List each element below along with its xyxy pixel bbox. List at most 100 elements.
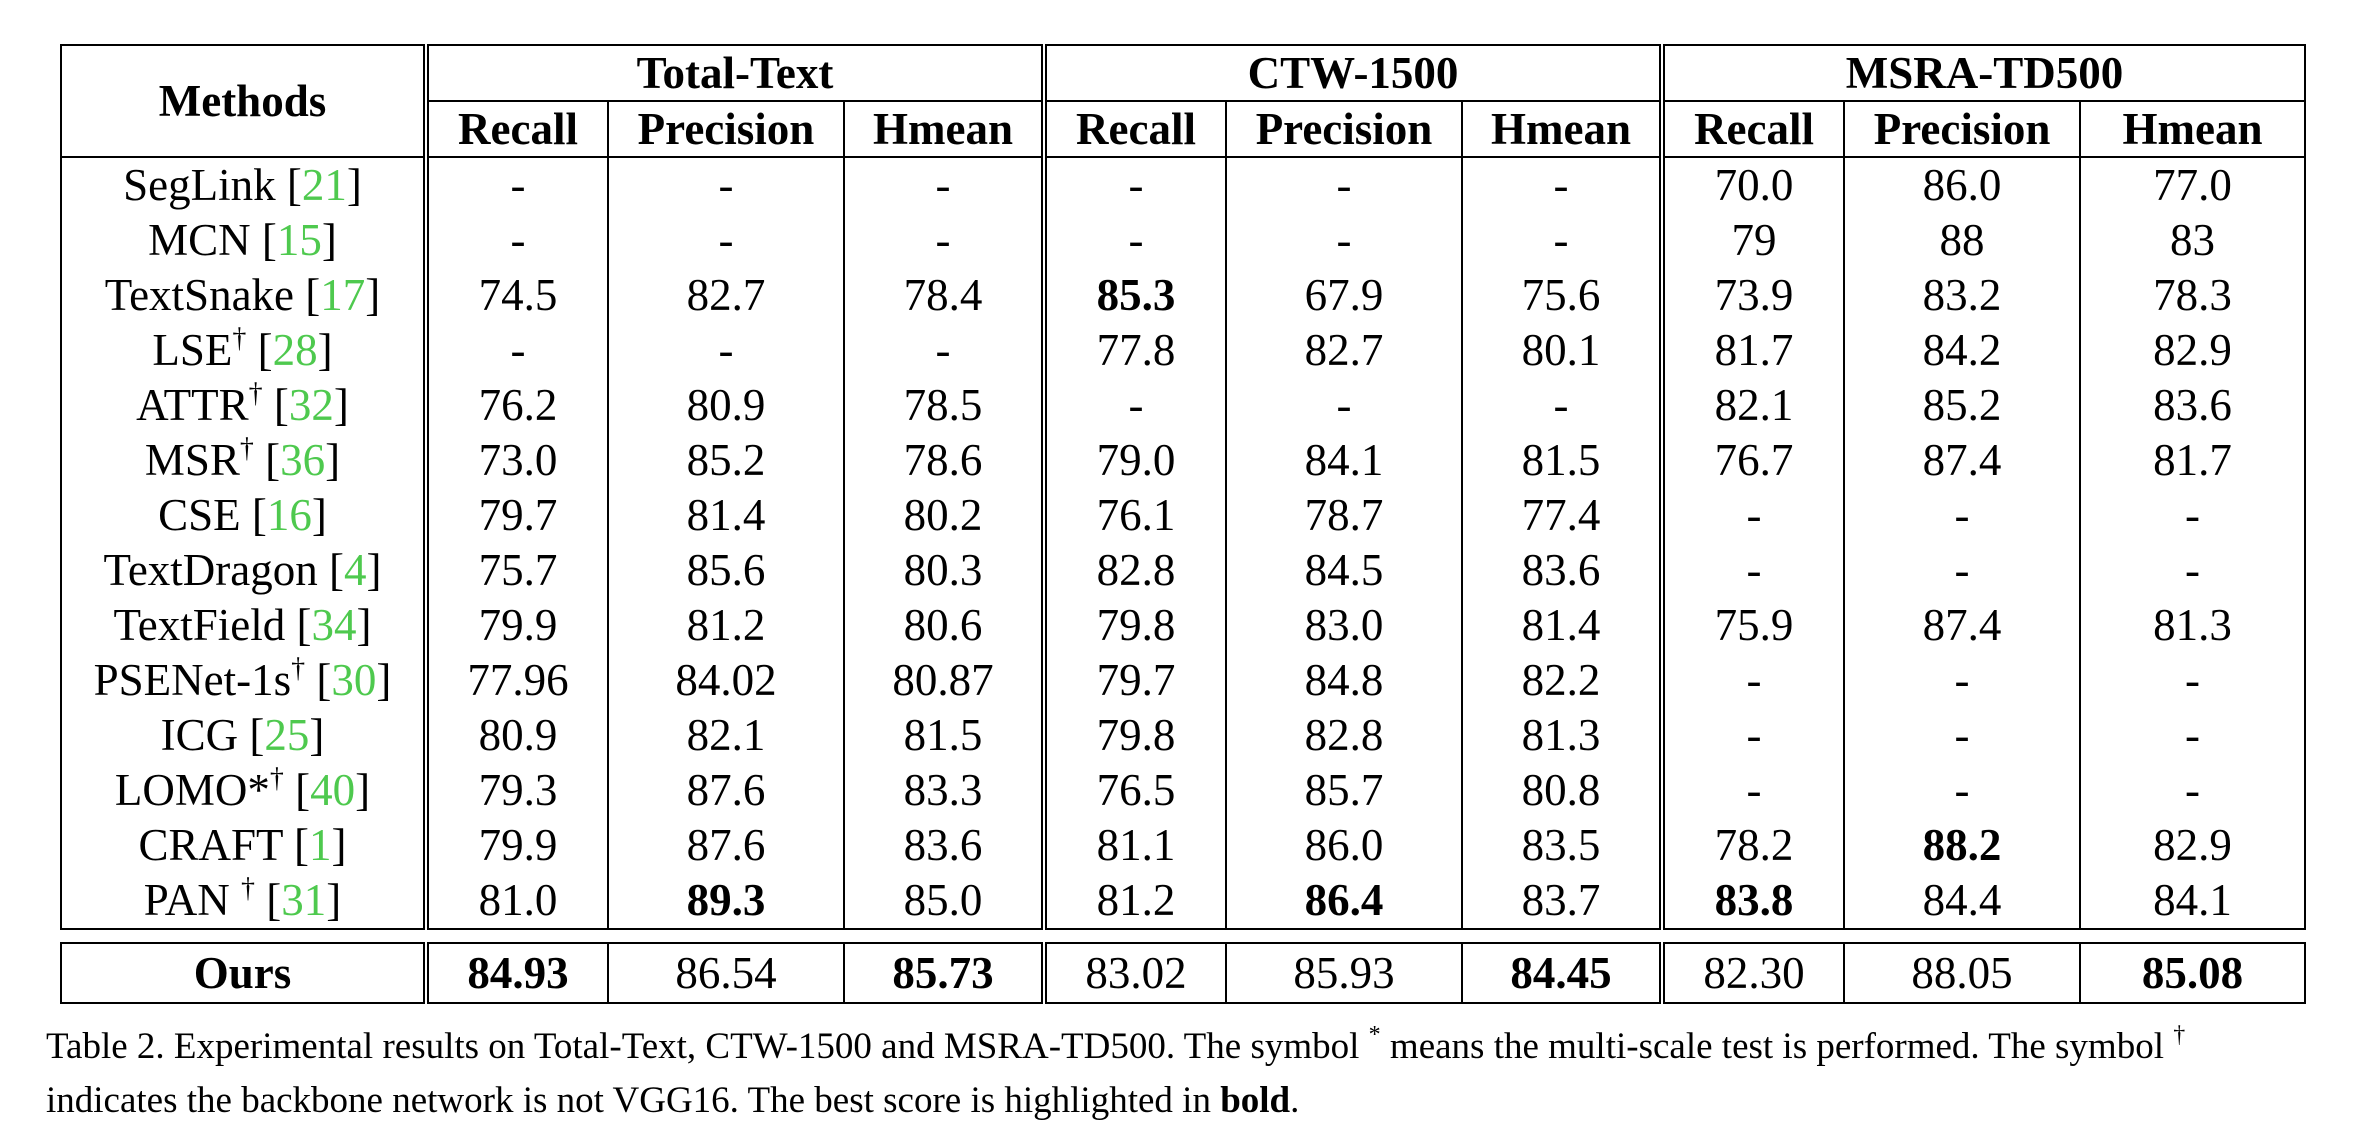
table-row: ATTR† [32] 76.2 80.9 78.5- - -82.1 85.2 83.6 (60, 378, 2307, 433)
citation-link[interactable]: 21 (301, 160, 347, 210)
citation-link[interactable]: 34 (311, 600, 357, 650)
value-cell: 81.4 (1461, 598, 1663, 653)
value-cell: 80.3 (842, 543, 1045, 598)
dagger-mark: † (240, 873, 255, 904)
value-cell: 84.93 (423, 942, 608, 1004)
value-cell: - (2079, 708, 2307, 763)
citation-link[interactable]: 28 (272, 325, 318, 375)
value-cell: 88.05 (1843, 942, 2081, 1004)
value-cell: - (842, 323, 1045, 378)
value-cell: 83.6 (2079, 378, 2307, 433)
value-cell: 82.7 (607, 268, 844, 323)
method-cell: LSE† [28] (60, 323, 426, 378)
value-cell: 83.3 (842, 763, 1045, 818)
value-cell: 82.1 (1659, 378, 1845, 433)
value-cell: 84.1 (1225, 433, 1463, 488)
value-cell: - (1225, 378, 1463, 433)
value-cell: - (1225, 157, 1463, 213)
value-cell: 81.3 (2079, 598, 2307, 653)
value-cell: 82.1 (607, 708, 844, 763)
value-cell: 85.2 (607, 433, 844, 488)
value-cell: 87.4 (1843, 433, 2081, 488)
value-cell: 79.9 (423, 818, 608, 873)
citation-link[interactable]: 25 (264, 710, 310, 760)
value-cell: 82.9 (2079, 323, 2307, 378)
citation-link[interactable]: 36 (280, 435, 326, 485)
value-cell: 88 (1843, 213, 2081, 268)
value-cell: 80.87 (842, 653, 1045, 708)
value-cell: 83.8 (1659, 873, 1845, 930)
group-header-ctw-1500: CTW-1500 (1041, 44, 1663, 102)
citation-link[interactable]: 17 (320, 270, 366, 320)
metric-header: Recall (1659, 101, 1845, 158)
citation-link[interactable]: 16 (266, 490, 312, 540)
methods-header: Methods (60, 44, 426, 158)
method-cell: CSE [16] (60, 488, 426, 543)
value-cell: 85.6 (607, 543, 844, 598)
value-cell: 67.9 (1225, 268, 1463, 323)
value-cell: 86.0 (1225, 818, 1463, 873)
value-cell: 79.3 (423, 763, 608, 818)
value-cell: - (2079, 488, 2307, 543)
value-cell: 87.6 (607, 818, 844, 873)
value-cell: - (1461, 378, 1663, 433)
value-cell: 79.7 (423, 488, 608, 543)
value-cell: 84.02 (607, 653, 844, 708)
citation-link[interactable]: 15 (276, 215, 322, 265)
value-cell: 78.5 (842, 378, 1045, 433)
table-row: TextSnake [17] 74.5 82.7 78.4 85.3 67.9 75.6 73… (60, 268, 2307, 323)
table-row: PSENet-1s† [30] 77.96 84.02 80.87 79.7 84.8 82… (60, 653, 2307, 708)
value-cell: - (1843, 543, 2081, 598)
caption-text: means the multi-scale test is performed.… (1380, 1026, 2174, 1067)
value-cell: 81.2 (1041, 873, 1227, 930)
citation-link[interactable]: 32 (288, 380, 334, 430)
value-cell: 80.2 (842, 488, 1045, 543)
value-cell: 76.5 (1041, 763, 1227, 818)
value-cell: - (2079, 653, 2307, 708)
caption-text: Table 2. Experimental results on Total-T… (46, 1026, 1369, 1067)
value-cell: 78.7 (1225, 488, 1463, 543)
value-cell: 87.6 (607, 763, 844, 818)
value-cell: 80.1 (1461, 323, 1663, 378)
value-cell: 81.7 (1659, 323, 1845, 378)
value-cell: 84.5 (1225, 543, 1463, 598)
caption-text: indicates the backbone network is not VG… (46, 1080, 1221, 1121)
value-cell: - (1843, 708, 2081, 763)
value-cell: 88.2 (1843, 818, 2081, 873)
citation-link[interactable]: 40 (310, 765, 356, 815)
metric-header: Hmean (1461, 101, 1663, 158)
value-cell: 84.2 (1843, 323, 2081, 378)
method-name: ATTR (136, 380, 249, 430)
results-table: Methods Total-Text CTW-1500 MSRA-TD500 R… (60, 44, 2307, 1004)
table-row: CRAFT [1] 79.9 87.6 83.6 81.1 86.0 83.5 78.2 88.… (60, 818, 2307, 873)
value-cell: 85.7 (1225, 763, 1463, 818)
value-cell: 81.4 (607, 488, 844, 543)
value-cell: 81.5 (842, 708, 1045, 763)
value-cell: - (842, 157, 1045, 213)
citation-link[interactable]: 30 (331, 655, 377, 705)
value-cell: - (1843, 653, 2081, 708)
value-cell: 80.6 (842, 598, 1045, 653)
metric-header: Precision (607, 101, 844, 158)
value-cell: 81.2 (607, 598, 844, 653)
value-cell: 82.8 (1041, 543, 1227, 598)
table-row: TextField [34] 79.9 81.2 80.6 79.8 83.0 81.4 75… (60, 598, 2307, 653)
method-cell: ICG [25] (60, 708, 426, 763)
value-cell: - (1041, 378, 1227, 433)
value-cell: 78.4 (842, 268, 1045, 323)
table-row: LOMO*† [40] 79.3 87.6 83.3 76.5 85.7 80.8- - - (60, 763, 2307, 818)
value-cell: - (2079, 543, 2307, 598)
value-cell: 81.7 (2079, 433, 2307, 488)
value-cell: 84.1 (2079, 873, 2307, 930)
metric-header: Precision (1843, 101, 2081, 158)
value-cell: 73.9 (1659, 268, 1845, 323)
citation-link[interactable]: 31 (281, 875, 327, 925)
group-header-row: Methods Total-Text CTW-1500 MSRA-TD500 (60, 44, 2307, 158)
value-cell: 78.3 (2079, 268, 2307, 323)
value-cell: 82.9 (2079, 818, 2307, 873)
citation-link[interactable]: 1 (308, 820, 332, 870)
value-cell: 81.5 (1461, 433, 1663, 488)
method-name: LSE (152, 325, 233, 375)
method-cell: TextDragon [4] (60, 543, 426, 598)
citation-link[interactable]: 4 (344, 545, 367, 595)
